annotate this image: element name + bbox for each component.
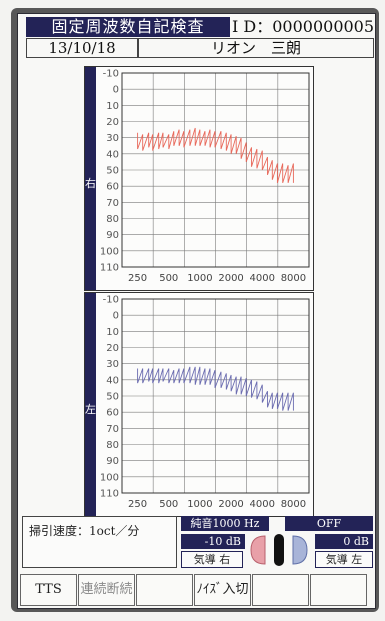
test-title: 固定周波数自記検査 <box>26 17 230 37</box>
right-y-tick: 10 <box>106 101 119 112</box>
left-ear-plot: -10 0 10 20 30 40 50 60 70 80 90 100 110 250 500 1000 20… <box>100 295 310 510</box>
right-y-tick: 70 <box>106 198 119 209</box>
left-y-tick: 60 <box>106 408 119 419</box>
function-key-5[interactable] <box>252 574 309 606</box>
left-x-tick: 4000 <box>250 499 275 510</box>
headphone-icon <box>250 534 308 566</box>
left-y-tick: 70 <box>106 424 119 435</box>
right-y-tick: 40 <box>106 149 119 160</box>
right-y-tick: 100 <box>100 246 119 257</box>
right-x-tick: 250 <box>128 273 147 284</box>
left-x-tick: 500 <box>159 499 178 510</box>
left-y-tick: 10 <box>106 327 119 338</box>
right-x-tick: 1000 <box>187 273 212 284</box>
right-route: 気導 右 <box>181 551 243 568</box>
state-indicator: OFF <box>285 516 373 531</box>
left-y-tick: 110 <box>100 489 119 500</box>
sweep-speed-text: 掃引速度：1oct／分 <box>29 524 140 538</box>
right-y-tick: 30 <box>106 133 119 144</box>
right-y-tick: 80 <box>106 214 119 225</box>
left-y-tick: -10 <box>103 295 119 306</box>
patient-id: I D：0000000005 <box>232 17 375 36</box>
left-y-tick: 20 <box>106 343 119 354</box>
left-plot-border <box>121 298 310 494</box>
right-ear-label: 右 <box>85 177 96 190</box>
left-ear-bar <box>85 293 96 516</box>
right-y-tick: 0 <box>113 85 119 96</box>
left-x-tick: 2000 <box>218 499 243 510</box>
left-y-tick: 40 <box>106 375 119 386</box>
right-x-tick: 500 <box>159 273 178 284</box>
left-route: 気導 左 <box>315 551 373 568</box>
right-x-tick: 2000 <box>218 273 243 284</box>
left-level: 0 dB <box>315 534 373 549</box>
right-y-tick: 60 <box>106 182 119 193</box>
noise-toggle-key[interactable]: ﾉｲｽﾞ入切 <box>194 574 251 606</box>
right-plot-border <box>121 72 310 268</box>
right-ear-audiogram: 右 -10 0 10 20 30 40 50 60 70 80 90 100 110 250 500 1000… <box>84 66 314 291</box>
left-ear-label: 左 <box>85 403 96 416</box>
right-y-tick: 90 <box>106 230 119 241</box>
tone-indicator: 純音1000 Hz <box>181 516 269 531</box>
patient-name: リオン 三朗 <box>138 38 374 58</box>
left-x-tick: 1000 <box>187 499 212 510</box>
right-y-tick: 20 <box>106 117 119 128</box>
right-x-tick: 8000 <box>281 273 306 284</box>
left-y-tick: 90 <box>106 456 119 467</box>
left-y-tick: 50 <box>106 392 119 403</box>
left-y-tick: 30 <box>106 359 119 370</box>
function-key-3[interactable] <box>136 574 193 606</box>
right-level: -10 dB <box>181 534 245 549</box>
left-ear-audiogram: 左 -10 0 10 20 30 40 50 60 70 80 90 100 110 250 500 1000… <box>84 292 314 517</box>
right-trace-0 <box>137 127 294 184</box>
right-ear-plot: -10 0 10 20 30 40 50 60 70 80 90 100 110 250 500 1000 20… <box>100 69 310 284</box>
right-y-tick: 50 <box>106 166 119 177</box>
function-key-6[interactable] <box>310 574 367 606</box>
audiometer-screen: 固定周波数自記検査 I D：0000000005 13/10/18 リオン 三朗… <box>17 13 376 609</box>
left-y-tick: 0 <box>113 311 119 322</box>
left-x-tick: 250 <box>128 499 147 510</box>
right-y-tick: 110 <box>100 263 119 274</box>
left-y-tick: 100 <box>100 472 119 483</box>
tts-key[interactable]: TTS <box>20 574 77 606</box>
sweep-speed-box: 掃引速度：1oct／分 <box>22 516 177 568</box>
left-y-tick: 80 <box>106 440 119 451</box>
right-ear-bar <box>85 67 96 290</box>
test-date: 13/10/18 <box>26 38 138 58</box>
left-trace-0 <box>137 366 294 411</box>
right-y-tick: -10 <box>103 69 119 80</box>
left-x-tick: 8000 <box>281 499 306 510</box>
right-x-tick: 4000 <box>250 273 275 284</box>
continuous-pulsed-key[interactable]: 連続断続 <box>78 574 135 606</box>
